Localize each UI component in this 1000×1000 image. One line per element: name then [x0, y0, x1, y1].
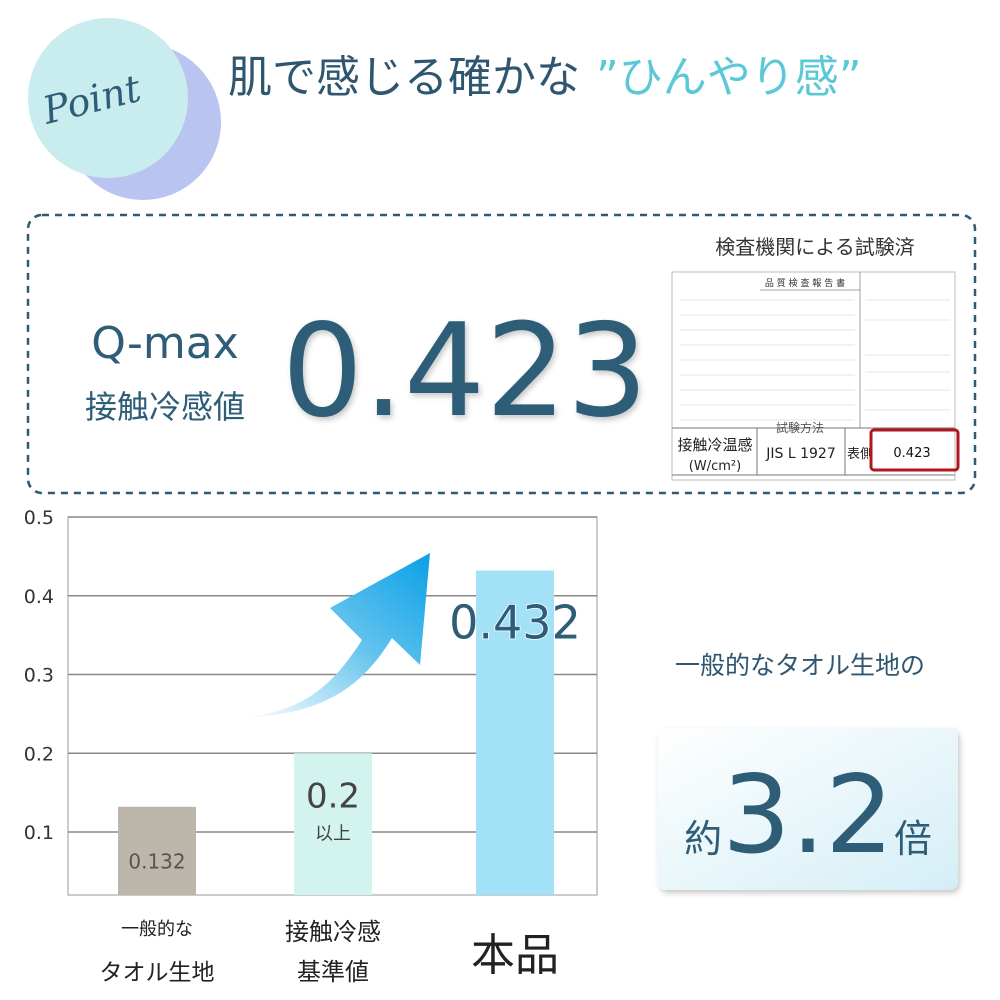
- bar: [294, 753, 372, 895]
- y-tick-label: 0.4: [24, 586, 54, 608]
- report-item: 接触冷温感: [677, 436, 752, 454]
- title-main: 肌で感じる確かな: [228, 52, 580, 103]
- value-note: 以上: [315, 824, 351, 845]
- y-tick-label: 0.2: [24, 743, 54, 765]
- callout-value: 約3.2倍: [684, 753, 932, 878]
- report-sheet: [671, 271, 956, 481]
- callout-number: 3.2: [722, 753, 894, 878]
- x-tick-label: 一般的な: [121, 919, 193, 940]
- bar: [118, 806, 196, 895]
- callout-suffix: 倍: [894, 817, 932, 861]
- value-label: 0.132: [128, 849, 185, 873]
- value-label: 0.2: [306, 777, 360, 817]
- report-side: 表側: [847, 447, 873, 462]
- value-label: 0.432: [449, 596, 581, 650]
- callout-prefix: 約: [684, 817, 722, 861]
- title-highlight: ”ひんやり感”: [596, 52, 862, 103]
- x-tick-label: 基準値: [297, 958, 369, 986]
- metric-value: 0.423: [282, 297, 648, 446]
- report-lines: [680, 299, 950, 421]
- metric: Q-max: [91, 318, 239, 369]
- report-method: JIS L 1927: [765, 446, 835, 462]
- title: 肌で感じる確かな ”ひんやり感”: [228, 52, 862, 103]
- trend-arrow: [240, 553, 430, 718]
- x-tick-label: タオル生地: [100, 960, 215, 986]
- report-result: 0.423: [893, 446, 930, 461]
- x-tick-label: 接触冷感: [285, 918, 381, 946]
- x-tick-label: 本品: [471, 930, 559, 981]
- report: 品 質 検 査 報 告 書 試験方法 接触冷温感 (W/cm²) JIS L 1…: [671, 271, 960, 481]
- y-tick-label: 0.3: [24, 665, 54, 687]
- metric-label: 接触冷感値: [85, 388, 245, 426]
- callout-lead: 一般的なタオル生地の: [675, 651, 925, 680]
- panel-frame: [26, 213, 977, 495]
- report-caption: 検査機関による試験済: [715, 235, 914, 259]
- report-title: 品 質 検 査 報 告 書: [765, 277, 845, 289]
- y-tick-label: 0.1: [24, 822, 54, 844]
- y-tick-label: 0.5: [24, 507, 54, 529]
- report-method-heading: 試験方法: [776, 420, 824, 435]
- badge-front: [28, 18, 188, 178]
- bar: [476, 570, 554, 895]
- callout-box: [658, 728, 958, 890]
- bar-chart: 0.1 0.2 0.3 0.4 0.5 0.132 一般的なタオル生地 0.2 以上接触冷感基準…: [24, 507, 598, 986]
- report-highlight: [869, 428, 960, 472]
- report-unit: (W/cm²): [689, 459, 741, 474]
